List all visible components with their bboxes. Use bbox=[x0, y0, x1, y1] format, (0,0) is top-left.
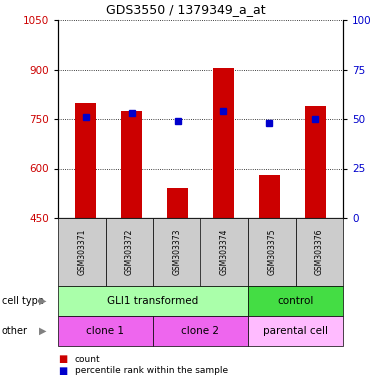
Text: GSM303375: GSM303375 bbox=[267, 229, 276, 275]
Text: GSM303373: GSM303373 bbox=[172, 229, 181, 275]
Text: percentile rank within the sample: percentile rank within the sample bbox=[75, 366, 228, 376]
Bar bbox=[213, 68, 234, 218]
Text: parental cell: parental cell bbox=[263, 326, 328, 336]
Text: control: control bbox=[277, 296, 314, 306]
Text: ▶: ▶ bbox=[39, 326, 47, 336]
Bar bbox=[75, 103, 96, 218]
Text: GSM303371: GSM303371 bbox=[77, 229, 86, 275]
Text: ■: ■ bbox=[58, 366, 67, 376]
Text: cell type: cell type bbox=[2, 296, 44, 306]
Text: ■: ■ bbox=[58, 354, 67, 364]
Text: GSM303374: GSM303374 bbox=[220, 229, 229, 275]
Bar bbox=[121, 111, 142, 218]
Text: GDS3550 / 1379349_a_at: GDS3550 / 1379349_a_at bbox=[106, 3, 265, 17]
Text: GLI1 transformed: GLI1 transformed bbox=[107, 296, 198, 306]
Text: clone 1: clone 1 bbox=[86, 326, 125, 336]
Bar bbox=[167, 188, 188, 218]
Text: other: other bbox=[2, 326, 28, 336]
Text: clone 2: clone 2 bbox=[181, 326, 220, 336]
Bar bbox=[305, 106, 326, 218]
Text: ▶: ▶ bbox=[39, 296, 47, 306]
Text: GSM303376: GSM303376 bbox=[315, 229, 324, 275]
Bar bbox=[259, 175, 280, 218]
Text: count: count bbox=[75, 355, 100, 364]
Text: GSM303372: GSM303372 bbox=[125, 229, 134, 275]
